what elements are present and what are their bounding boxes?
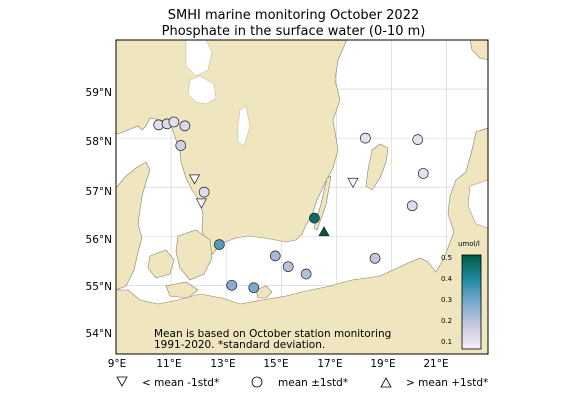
station-markers[interactable]: [153, 116, 429, 294]
land-zealand: [175, 229, 213, 281]
note-line-1: Mean is based on October station monitor…: [154, 328, 392, 340]
lat-tick-label: 58°N: [85, 136, 112, 148]
note-line-2: 1991-2020. *standard deviation.: [154, 339, 326, 351]
station-circle-marker[interactable]: [282, 261, 294, 273]
colorbar-gradient: [461, 254, 482, 350]
lon-tick-label: 17°E: [317, 358, 343, 370]
lon-tick-label: 15°E: [263, 358, 289, 370]
station-circle-marker[interactable]: [226, 279, 238, 291]
station-circle-marker[interactable]: [269, 250, 281, 262]
station-circle-marker[interactable]: [369, 252, 381, 264]
land-denmark: [116, 161, 151, 291]
station-circle-marker[interactable]: [406, 200, 418, 212]
legend-down-triangle-icon: [116, 376, 128, 387]
land-lolland: [165, 281, 199, 299]
station-below-marker[interactable]: [188, 174, 201, 185]
colorbar-tick-label: 0.5: [441, 254, 453, 262]
lat-tick-label: 57°N: [85, 186, 112, 198]
station-below-marker[interactable]: [195, 198, 208, 209]
land-funen: [147, 249, 175, 279]
lat-tick-label: 55°N: [85, 281, 112, 293]
map-subtitle: Phosphate in the surface water (0-10 m): [161, 24, 426, 39]
land-bornholm: [255, 285, 273, 299]
lat-tick-label: 56°N: [85, 234, 112, 246]
station-above-marker[interactable]: [318, 226, 330, 237]
legend-below-label: < mean -1std*: [142, 377, 220, 389]
station-circle-marker[interactable]: [213, 239, 225, 250]
legend-circle-icon: [251, 376, 263, 388]
lon-tick-label: 9°E: [107, 358, 127, 370]
station-circle-marker[interactable]: [300, 268, 312, 280]
station-circle-marker[interactable]: [175, 140, 187, 151]
station-circle-marker[interactable]: [198, 186, 210, 198]
colorbar-tick-label: 0.4: [441, 275, 453, 283]
map-title: SMHI marine monitoring October 2022: [167, 8, 420, 23]
legend-up-triangle-icon: [380, 377, 392, 388]
station-below-marker[interactable]: [347, 177, 359, 189]
map-frame: [115, 39, 489, 355]
land-continent: [116, 127, 488, 354]
land-scandinavia: [116, 40, 347, 255]
lat-tick-label: 59°N: [85, 87, 112, 99]
station-circle-marker[interactable]: [417, 168, 429, 179]
station-circle-marker[interactable]: [309, 212, 320, 224]
lake-vanern: [187, 75, 217, 105]
lon-tick-label: 11°E: [156, 358, 182, 370]
land-gotland: [365, 143, 389, 191]
station-circle-marker[interactable]: [412, 134, 424, 145]
land-inland-lake: [185, 40, 213, 77]
lake-vattern: [237, 105, 251, 147]
lat-tick-label: 54°N: [85, 328, 112, 340]
gulf-of-riga: [467, 179, 488, 229]
station-circle-marker[interactable]: [360, 132, 371, 144]
colorbar-tick-label: 0.2: [441, 317, 453, 325]
station-circle-marker[interactable]: [168, 116, 180, 128]
colorbar: [461, 254, 482, 350]
lon-tick-label: 21°E: [423, 358, 449, 370]
lon-tick-label: 19°E: [370, 358, 396, 370]
land-aland: [469, 40, 488, 61]
legend-within-label: mean ±1std*: [278, 377, 349, 389]
colorbar-unit: umol/l: [458, 240, 480, 248]
station-circle-marker[interactable]: [179, 120, 191, 132]
station-circle-marker[interactable]: [248, 282, 260, 294]
legend-symbols: [116, 376, 392, 388]
lon-tick-label: 13°E: [210, 358, 236, 370]
colorbar-tick-label: 0.3: [441, 296, 453, 304]
map-area[interactable]: [116, 40, 488, 354]
colorbar-tick-label: 0.1: [441, 338, 453, 346]
legend-above-label: > mean +1std*: [406, 377, 489, 389]
